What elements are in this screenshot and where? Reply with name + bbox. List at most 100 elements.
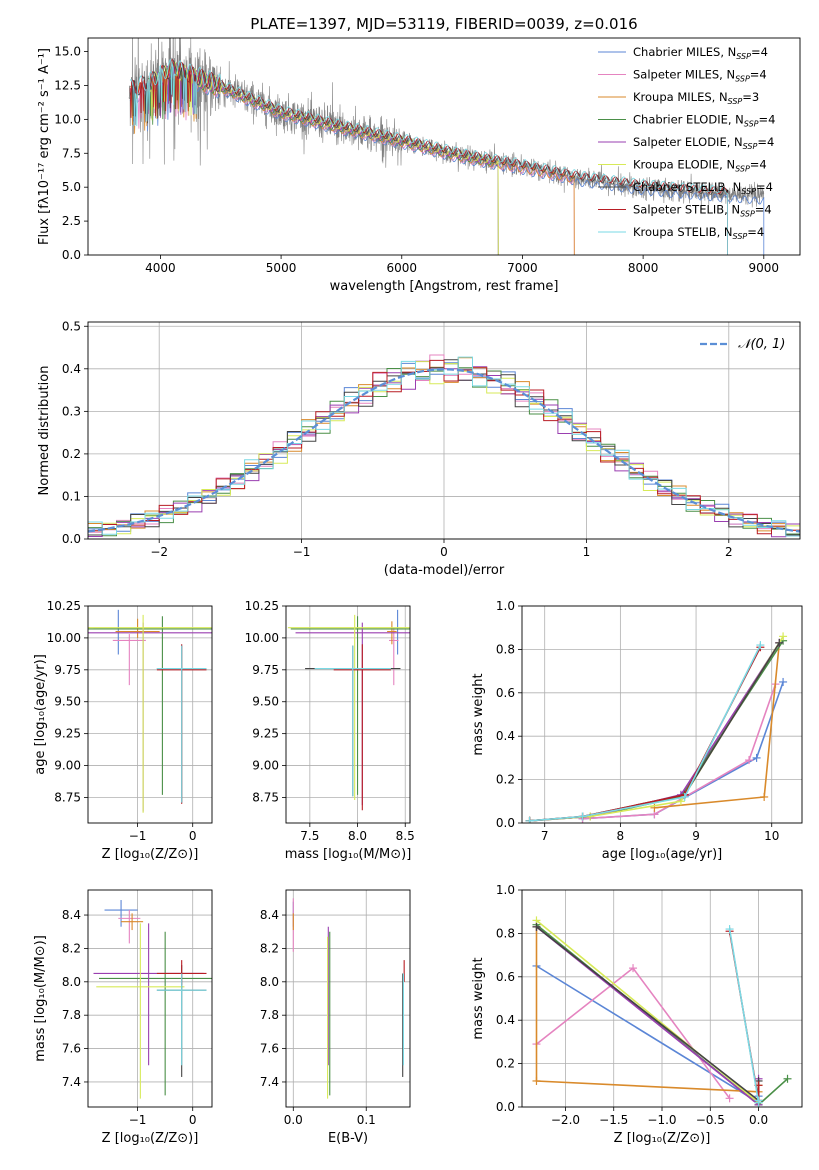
model-spectrum-line (129, 58, 728, 255)
tick-label-y: 10.25 (47, 599, 81, 613)
legend-entry: Kroupa STELIB, NSSP=4 (633, 225, 764, 241)
tick-label-y: 9.25 (54, 727, 81, 741)
y-axis-label: mass weight (471, 673, 486, 755)
tick-label-y: 9.00 (54, 759, 81, 773)
model-spectrum-line (130, 65, 575, 255)
tick-label-y: 0.0 (496, 816, 515, 830)
tick-label-y: 1.0 (496, 599, 515, 613)
tick-label-y: 7.4 (260, 1075, 279, 1089)
axes-mass-vs-Z: −1 0 7.4 7.6 7.8 8.0 8.2 8.4 Z [log₁₀(Z/Z⊙)] mass… (33, 889, 213, 1146)
mass-weight-marker (629, 964, 638, 973)
errorbar-point (287, 614, 410, 801)
tick-label-y: 9.25 (252, 727, 279, 741)
mass-weight-marker (752, 753, 761, 762)
x-axis-label: mass [log₁₀(M/M⊙)] (285, 847, 412, 862)
legend-entry: 𝒩(0, 1) (738, 337, 785, 352)
axes-frame (285, 605, 411, 824)
tick-label-x: −0.5 (696, 1113, 725, 1127)
axes-residuals: −2 −1 0 1 2 0.0 0.1 0.2 0.3 0.4 0.5 (data-model)/er… (37, 319, 801, 578)
tick-label-y: 0.8 (496, 642, 515, 656)
plot-area-massweight-vs-age (525, 632, 788, 823)
x-axis-label: (data-model)/error (384, 563, 505, 578)
tick-label-y: 8.4 (62, 908, 81, 922)
axes-massweight-vs-age: 7 8 9 10 0.0 0.2 0.4 0.6 0.8 1.0 age [log₁₀(age/yr… (471, 599, 803, 862)
x-axis-label: Z [log₁₀(Z/Z⊙)] (102, 847, 199, 862)
errorbar-point (88, 616, 212, 795)
mass-weight-marker (578, 812, 587, 821)
tick-label-y: 5.0 (62, 180, 81, 194)
tick-label-y: 10.25 (245, 599, 279, 613)
tick-label-x: −1 (293, 545, 311, 559)
tick-label-x: 9000 (749, 261, 780, 275)
axes-frame (521, 889, 803, 1108)
axes-frame (285, 889, 411, 1108)
tick-label-y: 0.6 (496, 686, 515, 700)
tick-label-x: −1.5 (599, 1113, 628, 1127)
mass-weight-marker (779, 632, 788, 641)
tick-label-y: 0.2 (62, 447, 81, 461)
mass-weight-marker (676, 797, 685, 806)
tick-label-y: 0.6 (496, 970, 515, 984)
plot-area-residuals (88, 354, 800, 538)
tick-label-y: 0.4 (496, 729, 515, 743)
errorbar-point (156, 973, 207, 1066)
tick-label-x: 5000 (266, 261, 297, 275)
axes-frame (87, 605, 213, 824)
mass-weight-marker (756, 641, 765, 650)
mass-weight-marker (725, 925, 734, 934)
legend-entry: Kroupa ELODIE, NSSP=4 (633, 158, 767, 174)
plot-area-massweight-vs-Z (532, 916, 792, 1107)
tick-label-y: 7.8 (62, 1008, 81, 1022)
tick-label-x: 0.1 (357, 1113, 376, 1127)
axes-mass-vs-ebv: 0.0 0.1 7.4 7.6 7.8 8.0 8.2 8.4 E(B-V) (260, 889, 411, 1146)
errorbar-point (88, 614, 212, 813)
tick-label-x: 7 (541, 829, 549, 843)
tick-label-y: 8.75 (54, 790, 81, 804)
tick-label-x: 8 (617, 829, 625, 843)
tick-label-y: 0.2 (496, 1057, 515, 1071)
y-axis-label: age [log₁₀(age/yr)] (33, 654, 48, 775)
tick-label-y: 15.0 (54, 45, 81, 59)
tick-label-y: 0.3 (62, 404, 81, 418)
tick-label-y: 0.4 (62, 362, 81, 376)
tick-label-x: 0.0 (749, 1113, 768, 1127)
tick-label-y: 0.4 (496, 1013, 515, 1027)
tick-label-y: 8.75 (252, 790, 279, 804)
x-axis-label: wavelength [Angstrom, rest frame] (330, 279, 559, 294)
x-axis-label: E(B-V) (328, 1131, 368, 1146)
axes-frame (87, 321, 801, 540)
tick-label-y: 7.4 (62, 1075, 81, 1089)
errorbar-point (314, 645, 391, 797)
tick-label-y: 0.2 (496, 773, 515, 787)
tick-label-y: 10.0 (54, 112, 81, 126)
tick-label-x: 8.0 (348, 829, 367, 843)
mass-weight-marker (775, 638, 784, 647)
errorbar-point (118, 910, 141, 944)
legend: 𝒩(0, 1) (700, 337, 785, 352)
legend-entry: Chabrier MILES, NSSP=4 (633, 45, 768, 61)
tick-label-y: 7.5 (62, 146, 81, 160)
tick-label-y: 9.75 (252, 663, 279, 677)
model-spectrum-line (129, 58, 728, 255)
tick-label-y: 0.5 (62, 319, 81, 333)
tick-label-y: 10.00 (245, 631, 279, 645)
tick-label-x: 0 (189, 829, 197, 843)
model-spectrum-line (148, 64, 499, 255)
tick-label-y: 8.4 (260, 908, 279, 922)
errorbar-point (104, 900, 138, 927)
mass-weight-line (529, 644, 762, 822)
tick-label-y: 9.00 (252, 759, 279, 773)
legend-entry: Kroupa MILES, NSSP=3 (633, 90, 759, 106)
tick-label-y: 0.1 (62, 489, 81, 503)
legend-entry: Salpeter ELODIE, NSSP=4 (633, 135, 774, 151)
tick-label-x: 8000 (628, 261, 659, 275)
legend: Chabrier MILES, NSSP=4 Salpeter MILES, NS… (598, 45, 775, 241)
mass-weight-line (582, 683, 777, 820)
tick-label-x: 9 (692, 829, 700, 843)
tick-label-y: 9.50 (54, 695, 81, 709)
errorbar-point (156, 645, 207, 803)
mass-weight-marker (779, 677, 788, 686)
tick-label-y: 1.0 (496, 883, 515, 897)
mass-weight-marker (532, 922, 541, 931)
